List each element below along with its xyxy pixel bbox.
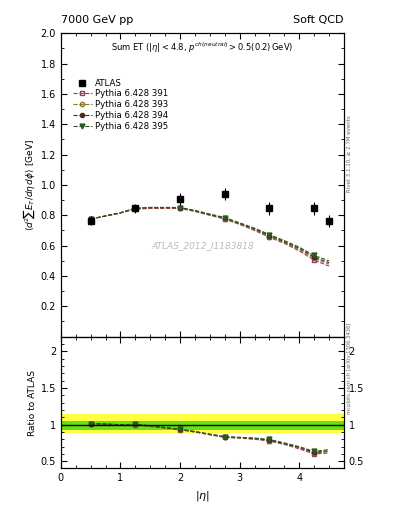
X-axis label: $|\eta|$: $|\eta|$ bbox=[195, 489, 210, 503]
Text: Rivet 3.1.10, ≥ 2.7M events: Rivet 3.1.10, ≥ 2.7M events bbox=[347, 115, 352, 192]
Text: mcplots.cern.ch [arXiv:1306.3436]: mcplots.cern.ch [arXiv:1306.3436] bbox=[347, 323, 352, 414]
Legend: ATLAS, Pythia 6.428 391, Pythia 6.428 393, Pythia 6.428 394, Pythia 6.428 395: ATLAS, Pythia 6.428 391, Pythia 6.428 39… bbox=[71, 77, 170, 132]
Y-axis label: $\langle d^2\!\sum E_T/d\eta\,d\phi\rangle$ [GeV]: $\langle d^2\!\sum E_T/d\eta\,d\phi\rang… bbox=[21, 139, 37, 231]
Text: Sum ET $(|\eta| < 4.8,\,p^{ch(neutral)} > 0.5(0.2)\,\mathrm{GeV})$: Sum ET $(|\eta| < 4.8,\,p^{ch(neutral)} … bbox=[111, 41, 294, 55]
Text: Soft QCD: Soft QCD bbox=[294, 14, 344, 25]
Y-axis label: Ratio to ATLAS: Ratio to ATLAS bbox=[28, 370, 37, 436]
Text: 7000 GeV pp: 7000 GeV pp bbox=[61, 14, 133, 25]
Text: ATLAS_2012_I1183818: ATLAS_2012_I1183818 bbox=[151, 241, 254, 250]
